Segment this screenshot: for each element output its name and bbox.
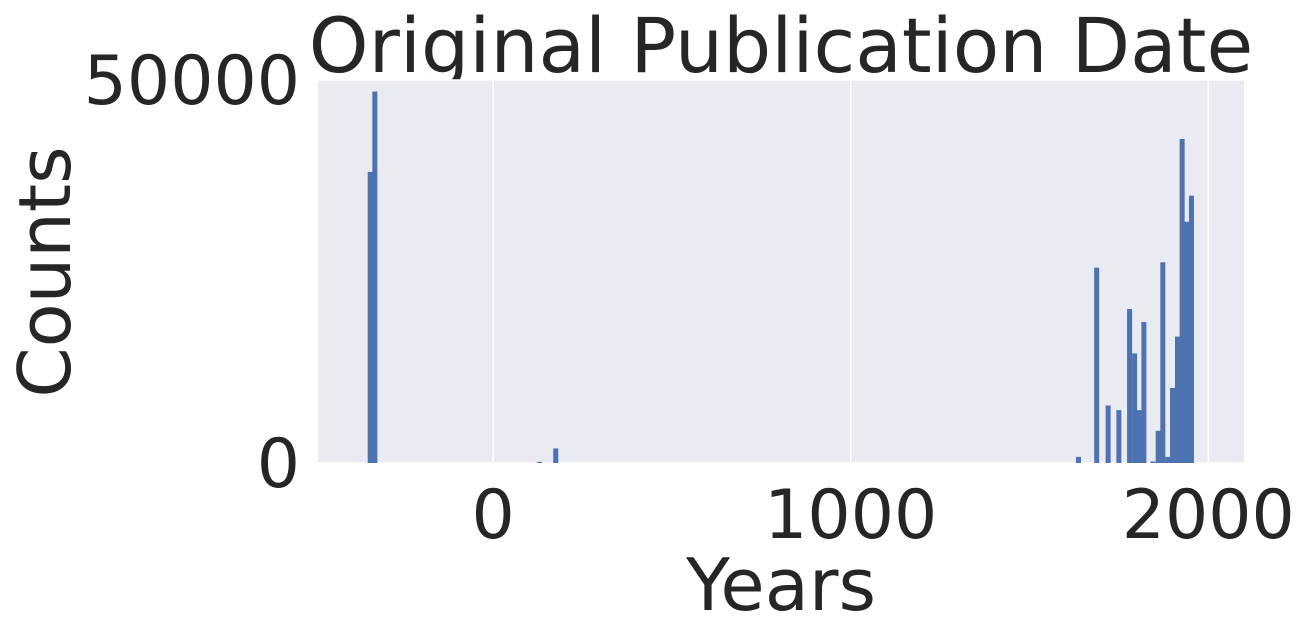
- grid-lines: [318, 79, 1244, 464]
- chart-title: Original Publication Date: [309, 1, 1253, 90]
- x-tick-label: 2000: [1122, 476, 1295, 555]
- bar: [367, 171, 373, 464]
- bar: [372, 91, 378, 464]
- y-tick-labels: 0 50000: [84, 42, 300, 504]
- x-tick-labels: 0 1000 2000: [472, 476, 1295, 555]
- bar: [1150, 461, 1156, 463]
- bar: [1184, 221, 1190, 463]
- bar: [537, 461, 543, 463]
- y-tick-label: 0: [257, 425, 300, 504]
- bar: [1127, 309, 1133, 463]
- x-tick-label: 1000: [764, 476, 937, 555]
- bar: [1116, 410, 1122, 463]
- bar: [1132, 353, 1138, 463]
- bar: [1136, 410, 1142, 463]
- y-tick-label: 50000: [84, 42, 300, 121]
- bar: [1188, 195, 1194, 463]
- y-axis-label: Counts: [3, 146, 87, 397]
- plot-area: [318, 80, 1244, 463]
- bar: [1155, 430, 1161, 463]
- bar: [1174, 336, 1181, 463]
- x-axis-label: Years: [685, 543, 876, 627]
- x-tick-label: 0: [472, 476, 515, 555]
- bar: [1160, 262, 1166, 463]
- bar: [1179, 138, 1185, 463]
- bar: [1165, 456, 1171, 463]
- bar: [1075, 456, 1081, 463]
- bar: [1169, 387, 1175, 463]
- bar: [553, 448, 559, 463]
- bars: [367, 91, 1194, 464]
- bar: [1141, 322, 1147, 463]
- bar: [1105, 405, 1111, 463]
- bar: [1094, 267, 1100, 463]
